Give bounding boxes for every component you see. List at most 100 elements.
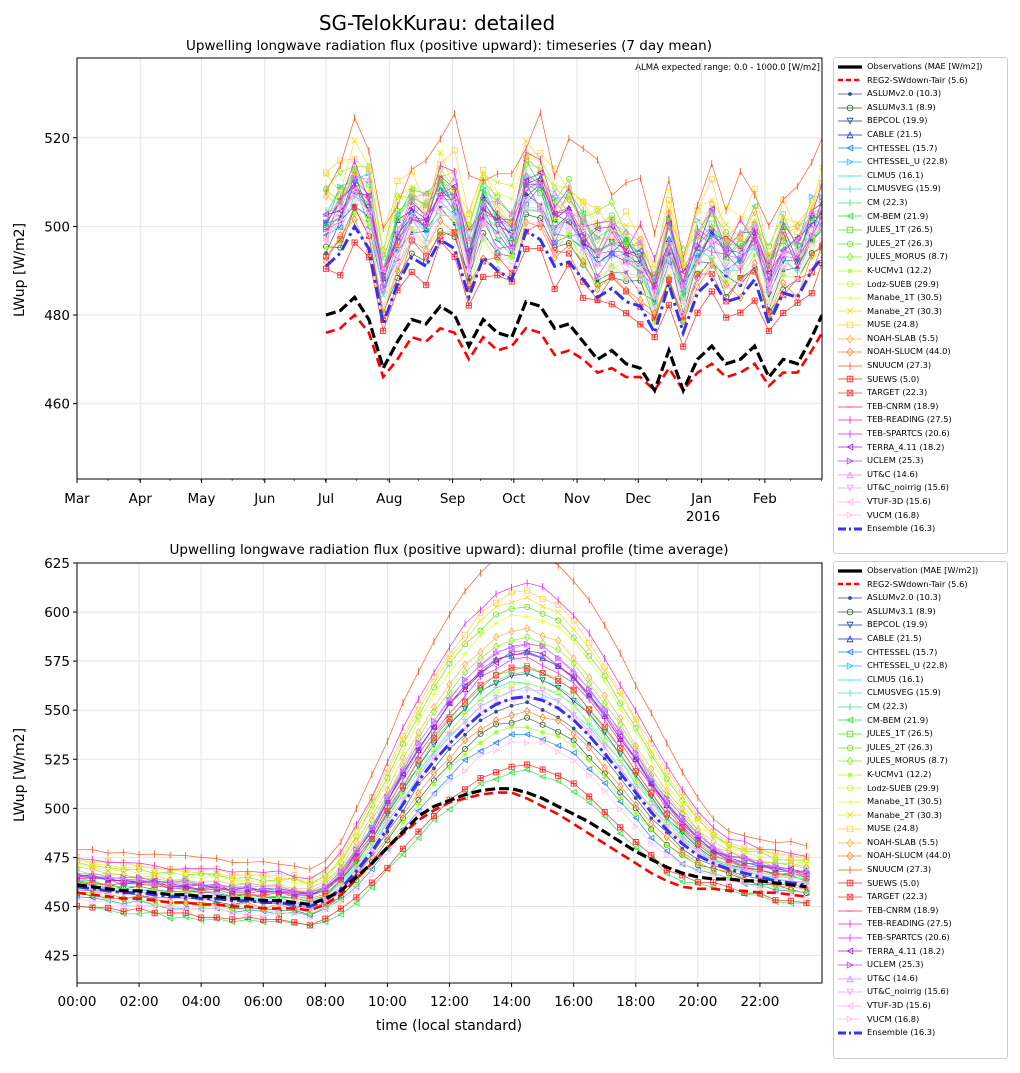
data-point: [368, 849, 375, 857]
data-point: [586, 645, 593, 652]
data-point: [623, 257, 630, 265]
legend-label: CABLE (21.5): [867, 128, 922, 139]
diurnal-plot: 425 450 475 500 525 550 575 600 625 00:00 02:00 04:…: [44, 556, 823, 1010]
data-point: [229, 909, 236, 917]
data-point: [570, 626, 577, 633]
data-point: [601, 743, 608, 751]
y-tick-label: 600: [44, 605, 70, 621]
data-point: [694, 228, 701, 236]
data-point: [353, 832, 359, 838]
data-point: [451, 174, 458, 182]
data-point: [539, 773, 546, 780]
data-point: [586, 639, 593, 646]
legend-item-manabe-2t: Manabe_2T (30.3): [837, 809, 1003, 823]
data-point: [637, 268, 644, 276]
data-point: [522, 171, 530, 178]
data-point: [508, 687, 515, 694]
data-point: [539, 596, 546, 603]
legend-item-ut-c-noirrig: UT&C_noirrig (15.6): [837, 985, 1003, 999]
legend-swatch: [838, 117, 862, 125]
data-point: [408, 236, 415, 243]
data-point: [353, 846, 360, 853]
data-point: [451, 214, 459, 221]
data-point: [213, 882, 220, 890]
data-point: [383, 798, 391, 805]
data-point: [493, 746, 500, 754]
data-point: [493, 599, 500, 606]
data-point: [524, 587, 531, 594]
legend-item-vtuf-3d: VTUF-3D (15.6): [837, 999, 1003, 1013]
data-point: [648, 819, 655, 828]
data-point: [384, 849, 391, 857]
data-point: [803, 895, 810, 902]
data-point: [648, 804, 655, 811]
series-snuucm: [325, 109, 822, 263]
data-point: [580, 213, 587, 222]
legend-label: JULES_1T (26.5): [867, 728, 933, 739]
data-point: [694, 866, 701, 874]
data-point: [322, 883, 329, 891]
data-point: [725, 842, 732, 849]
data-point: [431, 691, 437, 698]
data-point: [494, 199, 501, 206]
data-point: [586, 758, 592, 764]
data-point: [260, 883, 267, 890]
data-point: [446, 715, 453, 722]
legend-swatch: [838, 838, 862, 848]
data-point: [422, 199, 430, 209]
legend-swatch: [838, 389, 862, 397]
data-point: [291, 910, 298, 918]
data-point: [787, 858, 795, 868]
data-point: [808, 208, 816, 215]
data-point: [437, 216, 444, 226]
data-point: [353, 837, 360, 847]
data-point: [394, 253, 401, 261]
data-point: [539, 642, 546, 650]
legend-item-teb-spartcs: TEB-SPARTCS (20.6): [837, 931, 1003, 945]
data-point: [461, 676, 469, 684]
x-tick-label: 06:00: [244, 994, 283, 1010]
data-point: [415, 811, 422, 818]
data-point: [609, 262, 615, 268]
data-point: [652, 264, 658, 271]
series-aslumv3-1: [323, 204, 822, 325]
legend-label: TARGET (22.3): [867, 387, 928, 398]
data-point: [570, 749, 577, 757]
data-point: [323, 226, 330, 233]
legend-label: SUEWS (5.0): [867, 373, 920, 384]
data-point: [601, 729, 608, 737]
data-point: [431, 679, 437, 686]
legend-label: TEB-SPARTCS (20.6): [867, 428, 950, 439]
data-point: [808, 241, 816, 249]
data-point: [765, 328, 772, 335]
data-point: [462, 746, 469, 753]
legend-label: TEB-READING (27.5): [867, 414, 952, 425]
data-point: [477, 617, 484, 624]
data-point: [651, 289, 658, 297]
legend-item-snuucm: SNUUCM (27.3): [837, 863, 1003, 877]
data-point: [385, 829, 390, 834]
data-point: [787, 897, 794, 904]
data-point: [648, 748, 655, 755]
data-point: [337, 868, 345, 875]
series-vtuf-3d: [322, 186, 822, 306]
data-point: [479, 218, 487, 226]
legend-item-ut-c: UT&C (14.6): [837, 972, 1003, 986]
legend-swatch: [838, 596, 862, 600]
data-point: [617, 744, 624, 751]
data-point: [808, 193, 816, 200]
legend-item-clmusveg: CLMUSVEG (15.9): [837, 182, 1003, 196]
legend-label: CM-BEM (21.9): [867, 210, 929, 221]
legend-swatch: [838, 92, 862, 96]
data-point: [710, 872, 717, 880]
data-point: [523, 138, 529, 144]
data-point: [608, 301, 615, 308]
data-point: [663, 798, 671, 806]
data-point: [694, 218, 701, 225]
data-point: [322, 905, 328, 911]
legend-swatch: [838, 511, 862, 519]
legend-swatch: [838, 744, 862, 751]
data-point: [451, 182, 458, 190]
legend-label: ASLUMv3.1 (8.9): [867, 605, 936, 616]
legend-swatch: [838, 1015, 862, 1023]
